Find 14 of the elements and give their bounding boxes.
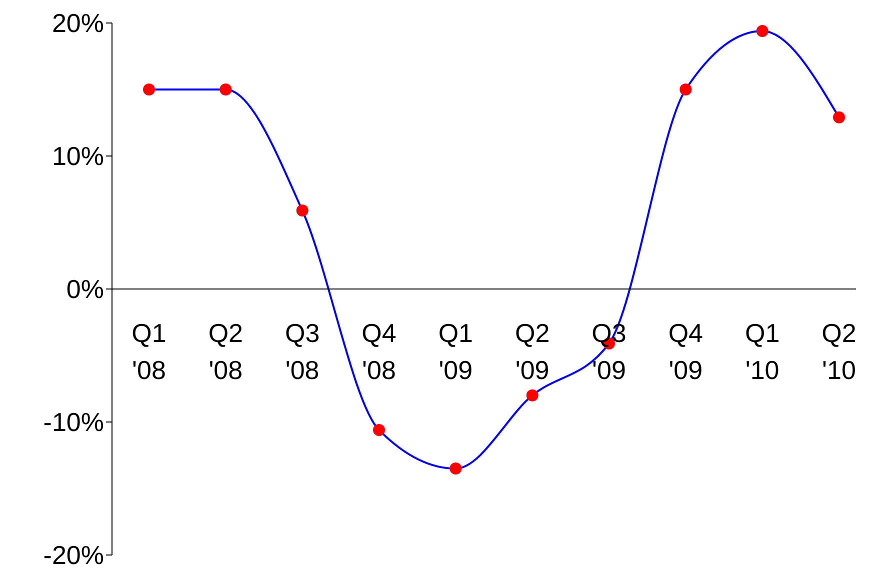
x-tick-label: Q1 '08 (132, 318, 166, 385)
y-tick-label: -10% (43, 407, 104, 438)
x-tick-label: Q1 '10 (744, 318, 780, 385)
x-tick-label: Q4 '08 (362, 318, 396, 385)
x-tick-label: Q1 '09 (438, 318, 474, 385)
x-tick-label: Q2 '10 (822, 318, 856, 385)
y-tick-label: -20% (43, 540, 104, 570)
y-tick-label: 0% (66, 274, 104, 304)
x-tick-label: Q3 '08 (284, 318, 320, 385)
x-tick-label: Q2 '08 (208, 318, 244, 385)
x-tick-label: Q4 '09 (668, 318, 704, 385)
y-tick-label: 10% (52, 141, 104, 172)
x-tick-label: Q2 '09 (514, 318, 550, 385)
y-tick-label: 20% (52, 8, 104, 38)
